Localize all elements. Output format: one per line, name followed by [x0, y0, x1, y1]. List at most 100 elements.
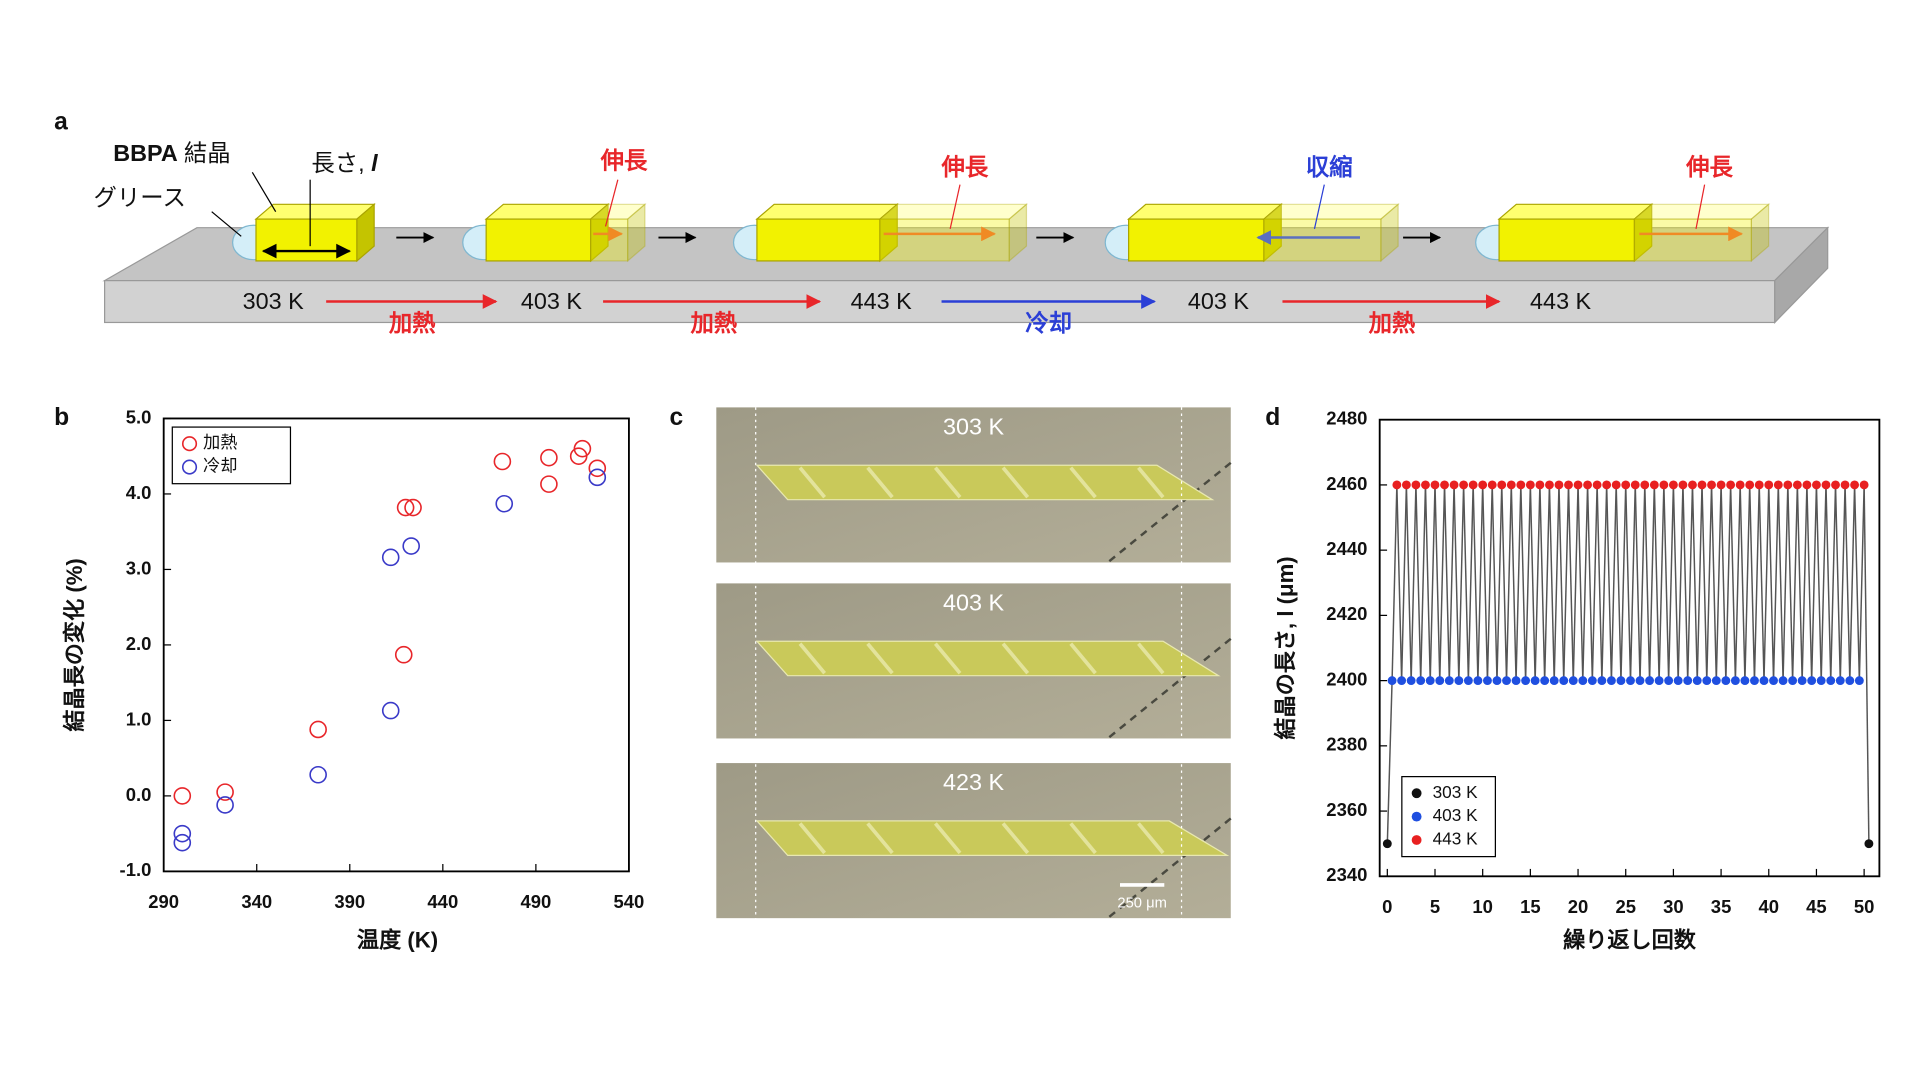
crystal-top: [1126, 203, 1283, 220]
connector: [1806, 484, 1813, 681]
connector: [1620, 484, 1627, 681]
point: [402, 537, 420, 555]
point: [1635, 676, 1645, 686]
point: [1745, 480, 1755, 490]
y-tick-label: 2480: [1326, 408, 1367, 429]
x-tick-label: 490: [520, 891, 551, 912]
crystal-label: BBPA 結晶: [113, 140, 230, 166]
point: [1859, 480, 1869, 490]
point: [1683, 676, 1693, 686]
x-tick-label: 290: [148, 891, 179, 912]
x-tick-label: 5: [1430, 896, 1440, 917]
y-tick-label: 2340: [1326, 864, 1367, 885]
point: [1463, 676, 1473, 686]
point: [1616, 676, 1626, 686]
connector: [1439, 484, 1446, 681]
temperature: 443 K: [1530, 288, 1591, 314]
point: [1459, 480, 1469, 490]
temperature: 403 K: [521, 288, 582, 314]
connector: [1386, 680, 1393, 844]
connector: [1477, 484, 1484, 681]
point: [1654, 676, 1664, 686]
point: [1564, 480, 1573, 490]
point: [1735, 480, 1745, 490]
connector: [1491, 484, 1498, 681]
point: [1659, 480, 1669, 490]
connector: [1515, 484, 1522, 681]
connector: [1400, 484, 1408, 681]
point: [173, 833, 192, 852]
y-tick-label: 2440: [1326, 538, 1367, 559]
point: [1702, 676, 1712, 686]
change-label: 伸長: [1685, 154, 1733, 180]
connector: [1410, 484, 1417, 681]
point: [1721, 676, 1731, 686]
point: [1678, 480, 1688, 490]
point: [1511, 676, 1521, 686]
connector: [1586, 484, 1594, 681]
connector: [1629, 484, 1636, 681]
connector: [1553, 484, 1560, 681]
point: [1750, 676, 1759, 686]
connector: [1472, 484, 1479, 681]
point: [1783, 480, 1793, 490]
micrograph-temperature: 303 K: [943, 413, 1004, 439]
connector: [1563, 484, 1570, 681]
point: [1845, 676, 1855, 686]
point: [1530, 676, 1540, 686]
legend-marker: [1411, 788, 1422, 799]
point: [1621, 480, 1631, 490]
crystal-stripe: [933, 642, 962, 675]
point: [1788, 676, 1798, 686]
point: [1740, 676, 1750, 686]
point: [1592, 480, 1602, 490]
point: [1549, 676, 1559, 686]
connector: [1639, 484, 1646, 681]
crystal-side: [1380, 202, 1399, 263]
temperature: 443 K: [851, 288, 912, 314]
connector: [1667, 484, 1675, 681]
point: [1692, 676, 1702, 686]
connector: [1596, 484, 1603, 681]
point: [573, 439, 592, 458]
crystal-front: [1263, 218, 1382, 262]
crystal-stripe: [1069, 642, 1097, 675]
connector: [1467, 484, 1474, 681]
temperature: 303 K: [243, 288, 304, 314]
x-tick-label: 0: [1382, 896, 1392, 917]
crystal-front: [590, 218, 629, 262]
crystal-stripe: [798, 822, 827, 855]
panel-a: a BBPA 結晶 長さ, l グリース 伸長 伸長 収縮 伸長 303 K 40…: [54, 109, 1830, 336]
scale-bar-label: 250 μm: [1117, 895, 1167, 911]
leader: [211, 211, 242, 237]
point: [1545, 480, 1554, 490]
point: [1730, 676, 1740, 686]
connector: [1558, 484, 1565, 681]
point: [1492, 676, 1502, 686]
point: [1764, 480, 1774, 490]
point: [1726, 480, 1736, 490]
connector: [1777, 484, 1784, 681]
point: [1797, 676, 1807, 686]
point: [173, 787, 192, 805]
y-axis-label: 結晶長の変化 (%): [62, 558, 87, 731]
point: [1411, 480, 1421, 490]
point: [1626, 676, 1635, 686]
connector: [1753, 484, 1760, 681]
crystal-image: [755, 820, 1230, 856]
point: [1640, 480, 1650, 490]
connector: [1682, 484, 1689, 681]
point: [1525, 480, 1535, 490]
connector: [1772, 484, 1780, 681]
crystal-stripe: [1001, 466, 1030, 499]
point: [1449, 480, 1459, 490]
crystal-top: [1632, 203, 1771, 220]
point: [1473, 676, 1483, 686]
point: [1382, 839, 1392, 849]
leader: [251, 171, 277, 213]
x-tick-label: 50: [1854, 896, 1875, 917]
connector: [1825, 484, 1832, 681]
point: [1397, 676, 1407, 686]
connector: [1844, 484, 1851, 681]
connector: [1720, 484, 1727, 681]
